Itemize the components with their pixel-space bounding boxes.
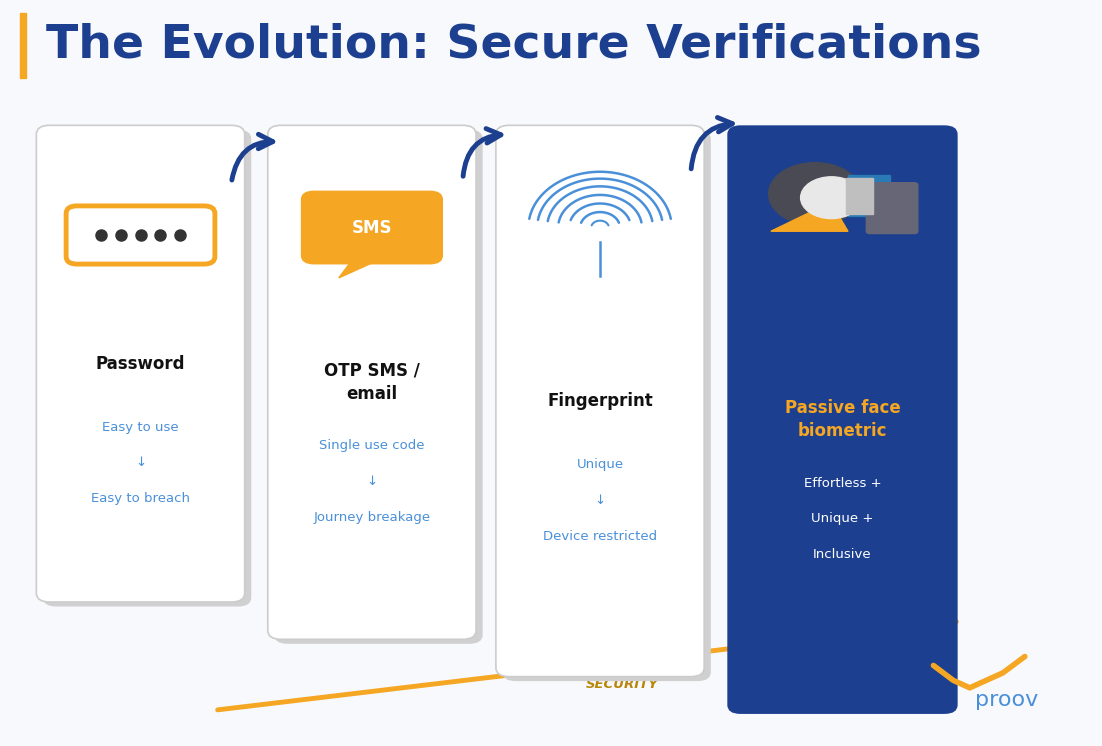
Text: Device restricted: Device restricted bbox=[543, 530, 657, 542]
FancyBboxPatch shape bbox=[36, 125, 245, 602]
Text: Passive face
biometric: Passive face biometric bbox=[785, 399, 900, 440]
Bar bbox=[846, 178, 874, 214]
Bar bbox=[20, 13, 26, 78]
Bar bbox=[849, 175, 890, 216]
Text: The Evolution: Secure Verifications: The Evolution: Secure Verifications bbox=[46, 22, 982, 67]
Text: Fingerprint: Fingerprint bbox=[548, 392, 652, 410]
FancyBboxPatch shape bbox=[66, 206, 215, 264]
Bar bbox=[934, 658, 946, 688]
Circle shape bbox=[769, 163, 862, 225]
Text: Easy to breach: Easy to breach bbox=[91, 492, 190, 505]
Text: Unique: Unique bbox=[576, 458, 624, 471]
Text: Easy to use: Easy to use bbox=[102, 421, 179, 433]
FancyBboxPatch shape bbox=[727, 125, 958, 714]
Text: SMS: SMS bbox=[352, 219, 392, 236]
Text: Password: Password bbox=[96, 354, 185, 373]
Text: ↓: ↓ bbox=[366, 475, 378, 488]
FancyBboxPatch shape bbox=[268, 125, 476, 639]
FancyBboxPatch shape bbox=[43, 130, 251, 606]
FancyBboxPatch shape bbox=[866, 182, 919, 234]
FancyBboxPatch shape bbox=[496, 125, 704, 677]
Text: OTP SMS /
email: OTP SMS / email bbox=[324, 362, 420, 403]
Text: Effortless +: Effortless + bbox=[803, 477, 882, 489]
Text: Journey breakage: Journey breakage bbox=[313, 511, 431, 524]
FancyBboxPatch shape bbox=[274, 130, 483, 644]
Polygon shape bbox=[339, 255, 389, 278]
Text: ↓: ↓ bbox=[134, 457, 147, 469]
Text: ↓: ↓ bbox=[594, 494, 606, 507]
Text: SECURITY: SECURITY bbox=[586, 677, 659, 691]
FancyBboxPatch shape bbox=[503, 130, 711, 681]
Text: Single use code: Single use code bbox=[320, 439, 424, 452]
Text: proov: proov bbox=[975, 690, 1038, 709]
Circle shape bbox=[800, 177, 862, 219]
Text: Unique +: Unique + bbox=[811, 513, 874, 525]
FancyBboxPatch shape bbox=[301, 190, 443, 264]
Polygon shape bbox=[771, 213, 849, 231]
Text: Inclusive: Inclusive bbox=[813, 548, 872, 561]
